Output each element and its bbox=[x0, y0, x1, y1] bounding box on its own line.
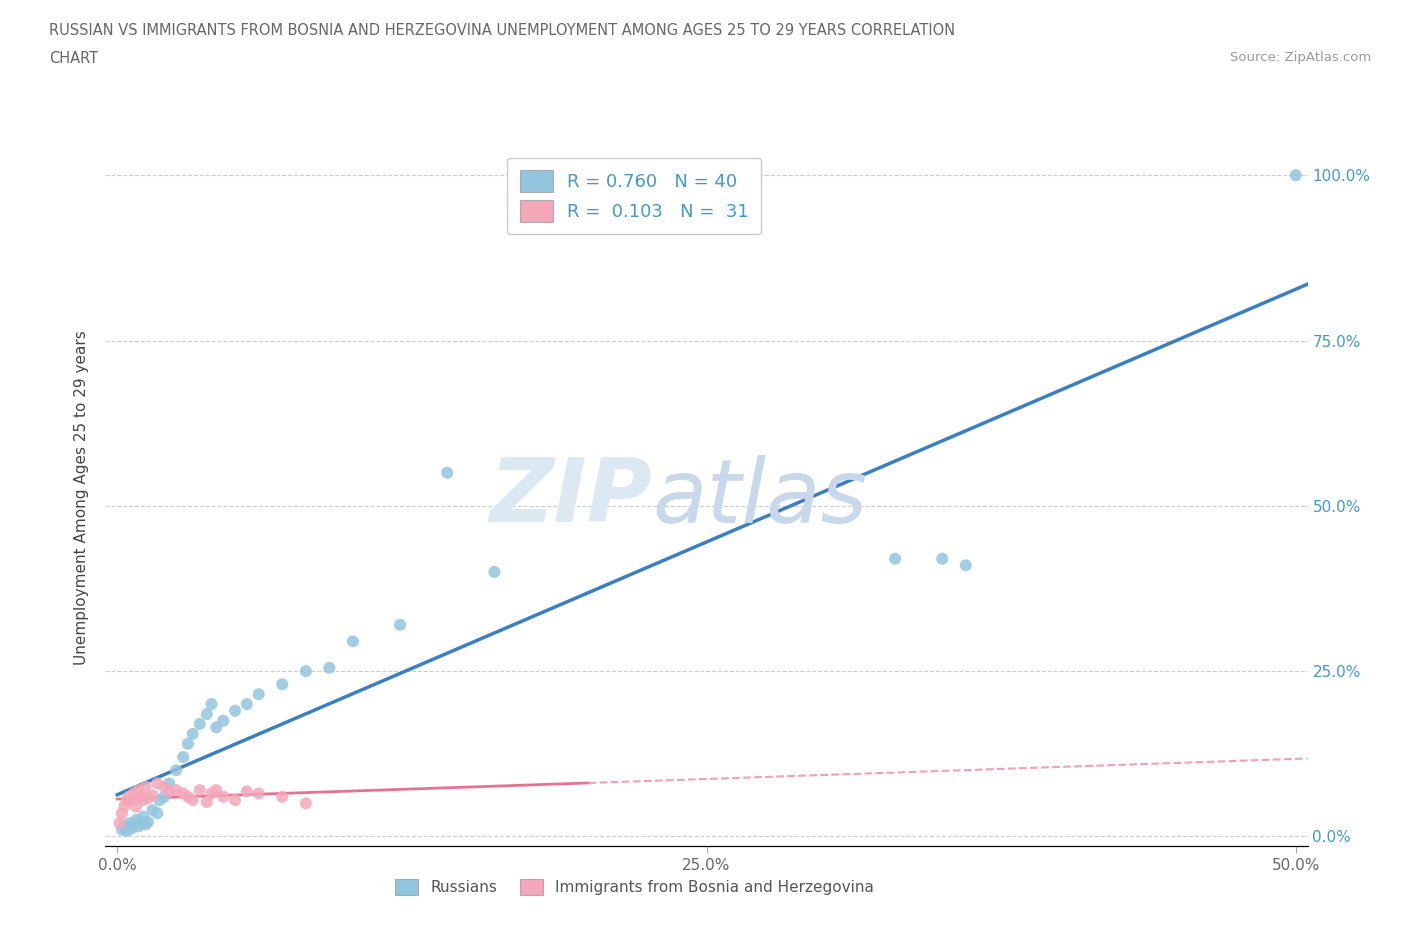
Point bbox=[112, 819, 135, 834]
Point bbox=[115, 824, 138, 839]
Point bbox=[149, 792, 172, 807]
Point bbox=[153, 779, 176, 794]
Point bbox=[142, 788, 165, 803]
Point bbox=[129, 790, 152, 804]
Point bbox=[931, 551, 953, 566]
Point bbox=[146, 805, 169, 820]
Point bbox=[111, 805, 134, 820]
Point bbox=[135, 817, 157, 832]
Point bbox=[205, 720, 228, 735]
Point bbox=[177, 790, 200, 804]
Point bbox=[200, 786, 222, 801]
Point bbox=[1285, 167, 1308, 182]
Point bbox=[118, 790, 141, 804]
Point bbox=[136, 815, 159, 830]
Point bbox=[125, 813, 148, 828]
Point bbox=[120, 792, 142, 807]
Point bbox=[195, 707, 218, 722]
Text: CHART: CHART bbox=[49, 51, 98, 66]
Point bbox=[236, 697, 259, 711]
Point bbox=[247, 786, 270, 801]
Point bbox=[436, 465, 458, 480]
Point bbox=[212, 790, 235, 804]
Text: RUSSIAN VS IMMIGRANTS FROM BOSNIA AND HERZEGOVINA UNEMPLOYMENT AMONG AGES 25 TO : RUSSIAN VS IMMIGRANTS FROM BOSNIA AND HE… bbox=[49, 23, 955, 38]
Point bbox=[111, 822, 134, 837]
Point bbox=[224, 792, 246, 807]
Point bbox=[177, 737, 200, 751]
Point bbox=[205, 783, 228, 798]
Point bbox=[120, 821, 142, 836]
Point bbox=[122, 817, 145, 832]
Point bbox=[165, 763, 187, 777]
Y-axis label: Unemployment Among Ages 25 to 29 years: Unemployment Among Ages 25 to 29 years bbox=[75, 330, 90, 665]
Point bbox=[136, 790, 159, 805]
Point bbox=[295, 796, 318, 811]
Point bbox=[172, 750, 194, 764]
Point bbox=[108, 816, 131, 830]
Point bbox=[195, 794, 218, 809]
Point bbox=[118, 816, 141, 830]
Text: ZIP: ZIP bbox=[489, 454, 652, 541]
Point bbox=[115, 792, 138, 807]
Point bbox=[157, 784, 180, 799]
Legend: Russians, Immigrants from Bosnia and Herzegovina: Russians, Immigrants from Bosnia and Her… bbox=[389, 873, 880, 901]
Point bbox=[236, 784, 259, 799]
Point bbox=[389, 618, 412, 632]
Point bbox=[125, 799, 148, 814]
Point bbox=[188, 716, 211, 731]
Point bbox=[129, 816, 152, 830]
Point bbox=[224, 703, 246, 718]
Point bbox=[318, 660, 340, 675]
Point bbox=[172, 786, 194, 801]
Point bbox=[342, 634, 364, 649]
Point bbox=[212, 713, 235, 728]
Point bbox=[271, 677, 294, 692]
Point bbox=[165, 783, 187, 798]
Point bbox=[295, 664, 318, 679]
Point bbox=[181, 726, 204, 741]
Point bbox=[132, 809, 155, 824]
Point bbox=[127, 819, 149, 834]
Point bbox=[122, 786, 145, 801]
Point bbox=[146, 776, 169, 790]
Point bbox=[127, 783, 149, 798]
Point bbox=[112, 799, 135, 814]
Point bbox=[484, 565, 506, 579]
Text: Source: ZipAtlas.com: Source: ZipAtlas.com bbox=[1230, 51, 1371, 64]
Point bbox=[132, 792, 155, 807]
Point bbox=[142, 803, 165, 817]
Point bbox=[188, 783, 211, 798]
Point bbox=[271, 790, 294, 804]
Point bbox=[153, 790, 176, 804]
Point bbox=[955, 558, 977, 573]
Point bbox=[181, 792, 204, 807]
Point bbox=[200, 697, 222, 711]
Point bbox=[135, 779, 157, 794]
Point bbox=[884, 551, 907, 566]
Point bbox=[247, 686, 270, 701]
Point bbox=[157, 776, 180, 790]
Text: atlas: atlas bbox=[652, 455, 868, 540]
